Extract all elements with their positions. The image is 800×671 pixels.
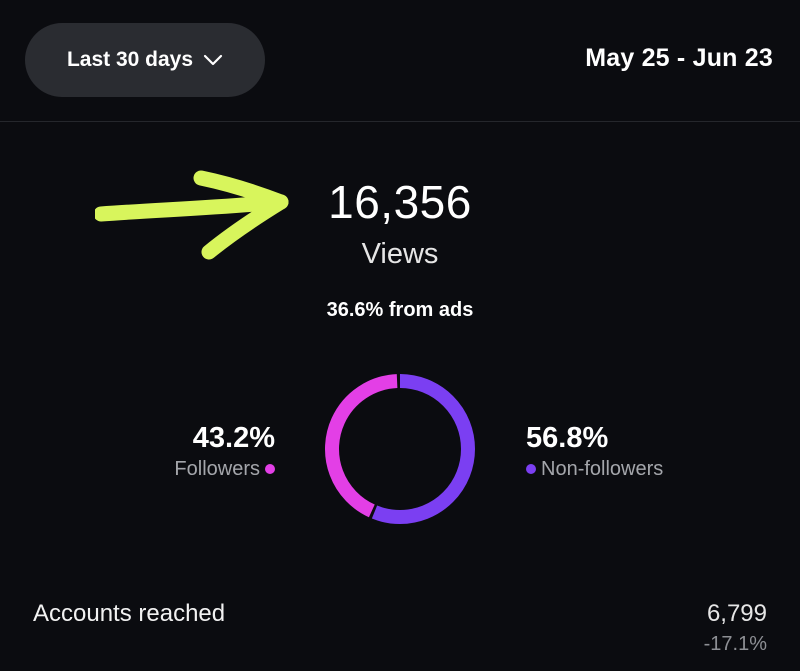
- followers-legend: 43.2% Followers: [174, 420, 275, 482]
- chevron-down-icon: [203, 54, 223, 66]
- views-label: Views: [361, 238, 439, 270]
- accounts-reached-value: 6,799: [706, 600, 767, 627]
- followers-label-row: Followers: [174, 456, 275, 482]
- non-followers-percentage: 56.8%: [526, 422, 609, 454]
- donut-segment-non-followers: [325, 374, 475, 524]
- followers-dot-icon: [265, 464, 275, 474]
- donut-segment-followers: [325, 374, 475, 524]
- accounts-reached-change: -17.1%: [703, 633, 767, 655]
- non-followers-dot-icon: [526, 464, 536, 474]
- header-divider: [0, 121, 800, 122]
- date-range-dropdown[interactable]: Last 30 days: [25, 23, 265, 97]
- date-range-text: May 25 - Jun 23: [585, 44, 773, 72]
- followers-label: Followers: [174, 458, 260, 480]
- hand-drawn-arrow-icon: [95, 170, 289, 260]
- from-ads-text: 36.6% from ads: [326, 299, 474, 321]
- date-range-dropdown-label: Last 30 days: [66, 48, 194, 71]
- views-value: 16,356: [328, 176, 472, 228]
- non-followers-label-row: Non-followers: [526, 456, 663, 482]
- audience-donut-chart: [325, 374, 475, 524]
- non-followers-legend: 56.8% Non-followers: [526, 420, 663, 482]
- followers-percentage: 43.2%: [192, 422, 275, 454]
- accounts-reached-label: Accounts reached: [33, 600, 226, 627]
- non-followers-label: Non-followers: [541, 458, 664, 480]
